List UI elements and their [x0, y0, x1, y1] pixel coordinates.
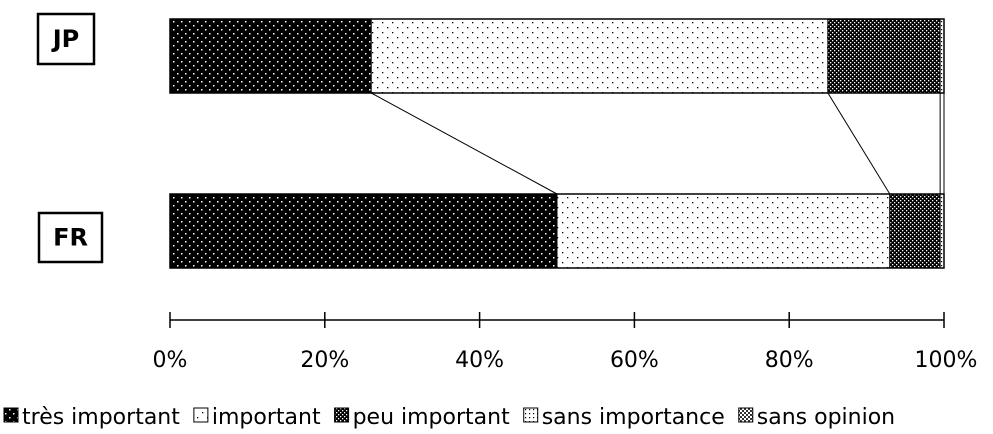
x-axis: 0% 20% 40% 60% 80% 100% [153, 312, 978, 373]
bar-outline-jp [169, 18, 945, 94]
bar-jp-series-0 [169, 18, 372, 94]
legend-swatch-4 [738, 407, 754, 423]
category-labels: JP FR [36, 12, 104, 264]
legend-swatch-0 [3, 407, 19, 423]
legend-swatch-1 [193, 407, 209, 423]
series-lines [371, 92, 945, 195]
legend-label-4: sans opinion [757, 405, 895, 430]
bar-fr-series-2 [889, 193, 941, 269]
x-tick-label-0: 0% [153, 348, 188, 373]
legend-label-1: important [212, 405, 321, 430]
legend-label-0: très important [22, 405, 180, 430]
bar-jp-series-2 [827, 18, 941, 94]
legend-label-3: sans importance [542, 405, 725, 430]
x-tick-label-2: 40% [455, 348, 504, 373]
legend: très important important peu important sans… [3, 405, 895, 430]
bar-fr-series-0 [169, 193, 558, 269]
bar-jp-series-1 [370, 18, 829, 94]
series-line-2 [827, 92, 891, 195]
legend-swatch-2 [334, 407, 350, 423]
legend-label-2: peu important [353, 405, 511, 430]
category-box-jp [36, 12, 96, 66]
x-tick-label-1: 20% [300, 348, 349, 373]
category-box-fr [37, 211, 104, 264]
x-tick-label-4: 80% [765, 348, 814, 373]
x-tick-label-5: 100% [915, 348, 978, 373]
category-label-jp: JP [51, 25, 80, 53]
series-line-1 [371, 92, 558, 195]
bars [169, 18, 945, 269]
category-label-fr: FR [53, 224, 88, 252]
legend-swatch-3 [523, 407, 539, 423]
bar-fr-series-1 [556, 193, 891, 269]
x-tick-label-3: 60% [610, 348, 659, 373]
